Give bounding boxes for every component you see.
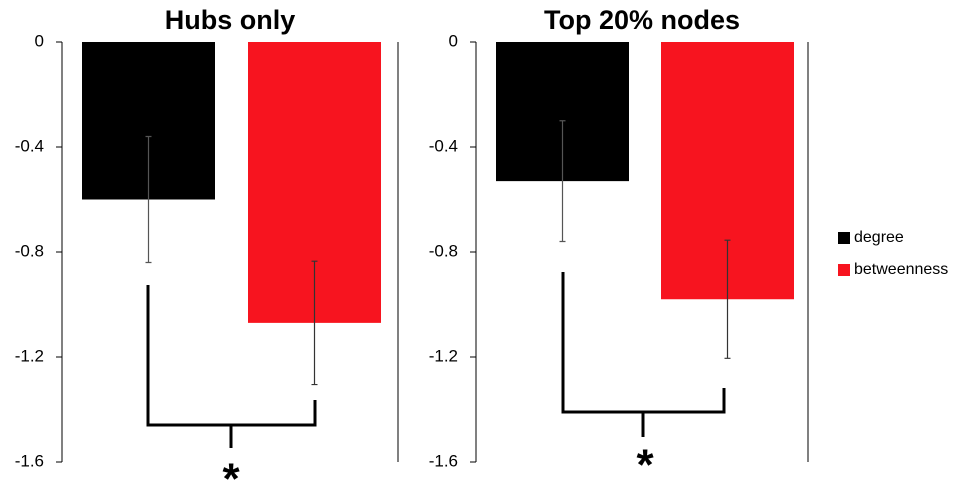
legend-label: degree [854,229,904,246]
chart-title: Top 20% nodes [544,5,740,35]
y-tick-label: -1.2 [15,346,44,365]
y-tick-label: -1.6 [15,451,44,470]
significance-marker: * [636,441,654,490]
legend-label: betweenness [854,261,948,278]
significance-brackets [146,272,726,448]
y-tick-label: -0.4 [15,136,44,155]
y-tick-label: 0 [35,31,44,50]
y-tick-label: -0.4 [429,136,458,155]
legend-swatch [838,264,850,276]
bracket [146,285,317,448]
error-bar [724,239,731,359]
y-tick-label: -0.8 [429,241,458,260]
legend-swatch [838,232,850,244]
error-bar [559,120,566,243]
y-tick-label: -0.8 [15,241,44,260]
bracket [561,272,726,437]
chart-title: Hubs only [165,5,296,35]
error-bar [145,135,152,264]
significance-marker: * [222,455,240,492]
y-tick-label: -1.6 [429,451,458,470]
error-bar [311,260,318,386]
y-tick-label: 0 [449,31,458,50]
y-tick-label: -1.2 [429,346,458,365]
